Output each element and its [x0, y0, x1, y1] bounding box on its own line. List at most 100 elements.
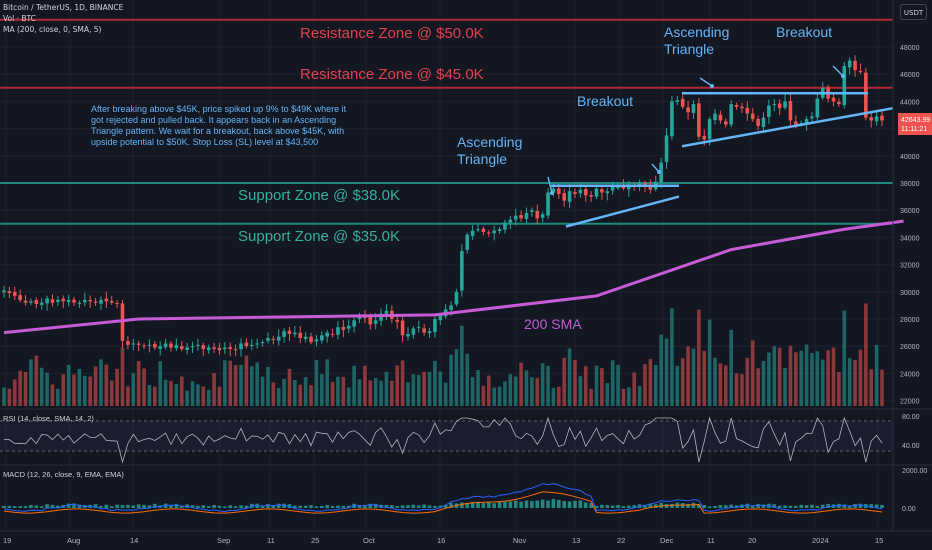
macd-hist-bar	[605, 505, 610, 508]
macd-hist-bar	[77, 504, 82, 508]
macd-hist-bar	[858, 503, 863, 508]
macd-hist-bar	[600, 504, 604, 508]
volume-bar	[384, 371, 389, 406]
pattern-lines	[547, 65, 894, 228]
candle-body	[503, 222, 507, 230]
volume-bar	[707, 319, 712, 406]
macd-hist-bar	[34, 505, 39, 508]
macd-hist-bar	[12, 506, 17, 508]
macd-hist-bar	[610, 505, 615, 508]
candle-body	[169, 343, 173, 348]
volume-bar	[880, 369, 884, 406]
time-tick: 13	[572, 536, 580, 545]
time-tick: Nov	[513, 536, 527, 545]
macd-hist-bar	[503, 501, 507, 508]
candle-body	[303, 336, 308, 339]
volume-bar	[864, 303, 868, 406]
macd-hist-bar	[29, 505, 33, 508]
candle-body	[320, 335, 324, 341]
macd-hist-bar	[23, 506, 28, 508]
rsi-line	[3, 416, 883, 464]
macd-hist-bar	[643, 504, 647, 508]
volume-bar	[524, 370, 529, 406]
candle-body	[373, 320, 378, 324]
volume-bar	[411, 374, 416, 406]
volume-bar	[293, 379, 297, 406]
candle-body	[659, 162, 663, 183]
candle-body	[535, 210, 540, 219]
candle-body	[249, 344, 254, 347]
volume-bar	[869, 369, 874, 406]
candle-body	[767, 105, 771, 117]
macd-hist-bar	[352, 503, 356, 508]
macd-hist-bar	[777, 505, 782, 508]
currency-button[interactable]: USDT	[900, 4, 927, 20]
macd-line	[3, 482, 883, 513]
volume-bar	[486, 375, 491, 406]
price-tick: 38000	[900, 181, 920, 188]
volume-bar	[804, 344, 809, 406]
macd-hist-bar	[874, 504, 879, 508]
volume-bar	[45, 372, 49, 406]
candle-body	[869, 117, 874, 121]
volume-bar	[637, 386, 642, 406]
candle-body	[680, 98, 685, 107]
candle-body	[794, 121, 798, 125]
zone-lines	[0, 18, 893, 225]
volume-bar	[29, 359, 33, 406]
candle-body	[158, 346, 163, 349]
macd-hist-bar	[384, 504, 389, 508]
macd-hist-bar	[120, 505, 125, 508]
candle-body	[34, 300, 39, 305]
candle-body	[729, 104, 733, 125]
candle-body	[384, 310, 389, 314]
macd-hist-bar	[594, 505, 599, 508]
volume-bar	[126, 386, 130, 406]
macd-hist-bar	[497, 501, 502, 508]
volume-bar	[212, 373, 216, 406]
volume-bar	[325, 359, 329, 406]
volume-bar	[390, 380, 394, 406]
price-tick: 46000	[900, 72, 920, 79]
candle-body	[309, 336, 313, 343]
candle-body	[519, 214, 523, 219]
rsi-tick-80: 80.00	[902, 414, 920, 421]
volume-bars	[2, 303, 884, 406]
candle-body	[115, 303, 119, 305]
macd-hist-bar	[513, 500, 518, 508]
candle-body	[594, 188, 599, 197]
volume-bar	[341, 376, 346, 406]
candle-body	[61, 298, 66, 302]
last-price-tag	[898, 113, 932, 135]
volume-bar	[352, 365, 356, 406]
macd-hist-bar	[228, 505, 233, 508]
macd-hist-bar	[567, 501, 572, 508]
volume-label: Vol · BTC	[3, 14, 36, 23]
volume-bar	[239, 364, 243, 406]
volume-bar	[217, 386, 222, 406]
volume-bar	[610, 360, 615, 406]
macd-hist-bar	[223, 506, 227, 508]
candle-body	[416, 327, 421, 329]
macd-hist-bar	[820, 504, 825, 508]
chart-title: Bitcoin / TetherUS, 1D, BINANCE	[3, 3, 124, 12]
volume-bar	[810, 352, 814, 406]
volume-bar	[729, 329, 733, 406]
candle-body	[233, 349, 238, 351]
macd-hist-bar	[433, 505, 437, 508]
macd-hist-bar	[325, 505, 329, 508]
macd-hist-bar	[799, 504, 804, 508]
candle-body	[540, 214, 545, 218]
volume-bar	[481, 385, 486, 406]
volume-bar	[503, 381, 507, 406]
candle-body	[298, 332, 303, 339]
volume-bar	[115, 368, 119, 406]
candle-body	[691, 104, 696, 114]
volume-bar	[519, 362, 523, 406]
macd-hist-bar	[443, 504, 448, 508]
candle-body	[513, 215, 518, 220]
candle-body	[858, 71, 863, 73]
volume-bar	[88, 376, 92, 406]
macd-hist-bar	[659, 502, 663, 508]
candle-body	[88, 299, 92, 302]
